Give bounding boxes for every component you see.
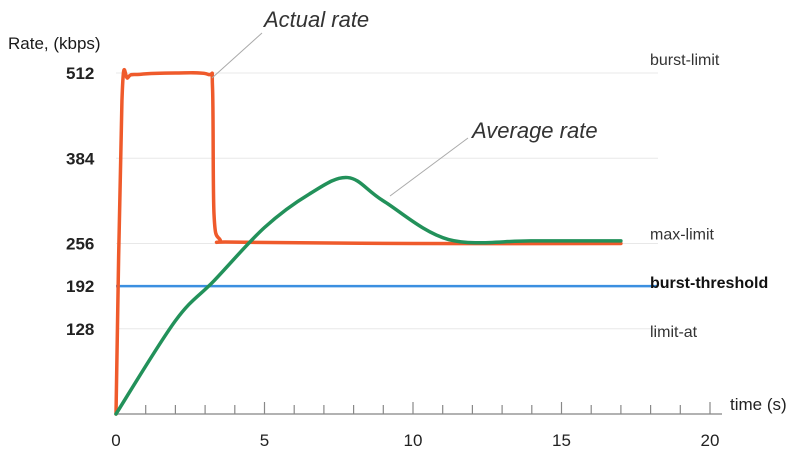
average-rate-label: Average rate — [470, 118, 598, 143]
x-tick-label: 20 — [701, 431, 720, 450]
grid-lines — [116, 72, 658, 330]
actual-rate-label: Actual rate — [262, 7, 369, 32]
series-line-average-rate — [114, 175, 623, 416]
y-tick-label: 192 — [66, 277, 94, 296]
y-tick-label: 512 — [66, 64, 94, 83]
limit-label-limit-at: limit-at — [650, 324, 698, 341]
limit-label-max-limit: max-limit — [650, 227, 715, 244]
actual-rate-leader-line — [211, 32, 263, 79]
x-tick-label: 15 — [552, 431, 571, 450]
axes — [115, 402, 722, 415]
x-axis-label: time (s) — [730, 395, 787, 414]
y-tick-label: 384 — [66, 149, 95, 168]
x-tick-label: 0 — [111, 431, 120, 450]
x-tick-label: 10 — [404, 431, 423, 450]
average-rate-leader-line — [389, 137, 469, 197]
y-axis-label: Rate, (kbps) — [8, 34, 101, 53]
y-tick-label: 128 — [66, 320, 94, 339]
chart-labels: burst-limit max-limit burst-threshold limit… — [8, 7, 787, 450]
x-tick-label: 5 — [260, 431, 269, 450]
y-tick-label: 256 — [66, 235, 94, 254]
limit-label-burst-threshold: burst-threshold — [650, 275, 768, 292]
limit-label-burst-limit: burst-limit — [650, 52, 720, 69]
